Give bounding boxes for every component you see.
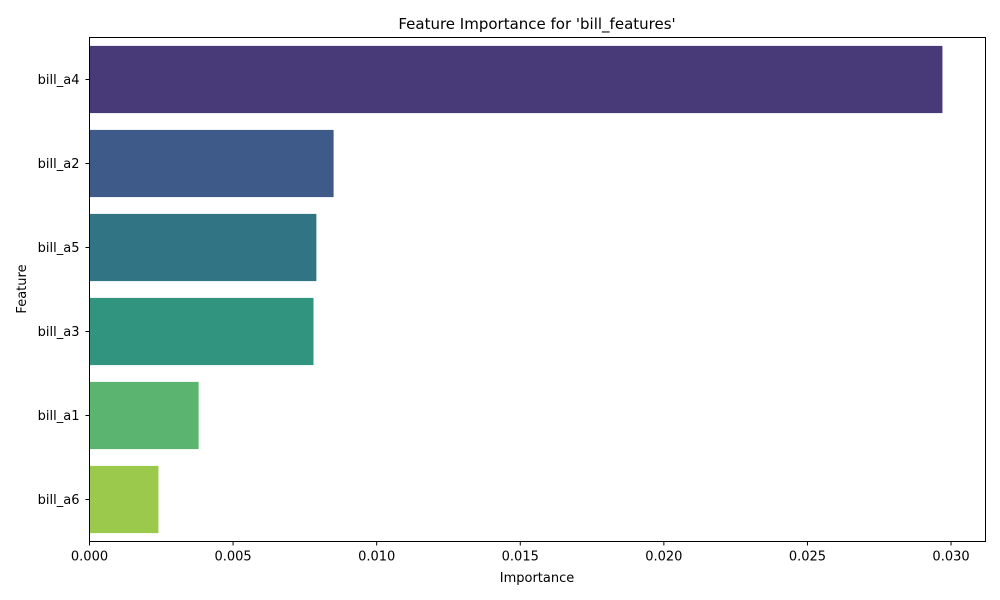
x-axis-label: Importance xyxy=(500,571,575,586)
bar-bill_a4 xyxy=(89,45,943,114)
bars-group xyxy=(89,45,943,534)
y-tick-label: bill_a1 xyxy=(38,409,80,424)
x-axis-ticks: 0.000 0.005 0.010 0.015 0.020 0.025 0.030 xyxy=(71,541,970,565)
y-tick-label: bill_a4 xyxy=(38,73,80,88)
x-tick-label: 0.015 xyxy=(502,550,539,565)
chart-title: Feature Importance for 'bill_features' xyxy=(398,15,675,34)
x-tick-label: 0.000 xyxy=(71,550,108,565)
y-axis-label: Feature xyxy=(15,264,30,313)
y-tick-label: bill_a3 xyxy=(38,325,80,340)
bar-bill_a6 xyxy=(89,465,159,534)
bar-bill_a1 xyxy=(89,381,199,450)
y-tick-label: bill_a2 xyxy=(38,157,80,172)
x-tick-label: 0.020 xyxy=(645,550,682,565)
x-tick-label: 0.030 xyxy=(932,550,969,565)
bar-bill_a2 xyxy=(89,129,334,198)
plot-frame xyxy=(89,37,986,542)
y-axis-ticks: bill_a4 bill_a2 bill_a5 bill_a3 bill_a1 bill_… xyxy=(38,73,90,508)
y-tick-label: bill_a5 xyxy=(38,241,80,256)
y-tick-label: bill_a6 xyxy=(38,493,80,508)
bar-bill_a5 xyxy=(89,213,317,282)
x-tick-label: 0.005 xyxy=(214,550,251,565)
x-tick-label: 0.025 xyxy=(789,550,826,565)
x-tick-label: 0.010 xyxy=(358,550,395,565)
bar-bill_a3 xyxy=(89,297,314,366)
